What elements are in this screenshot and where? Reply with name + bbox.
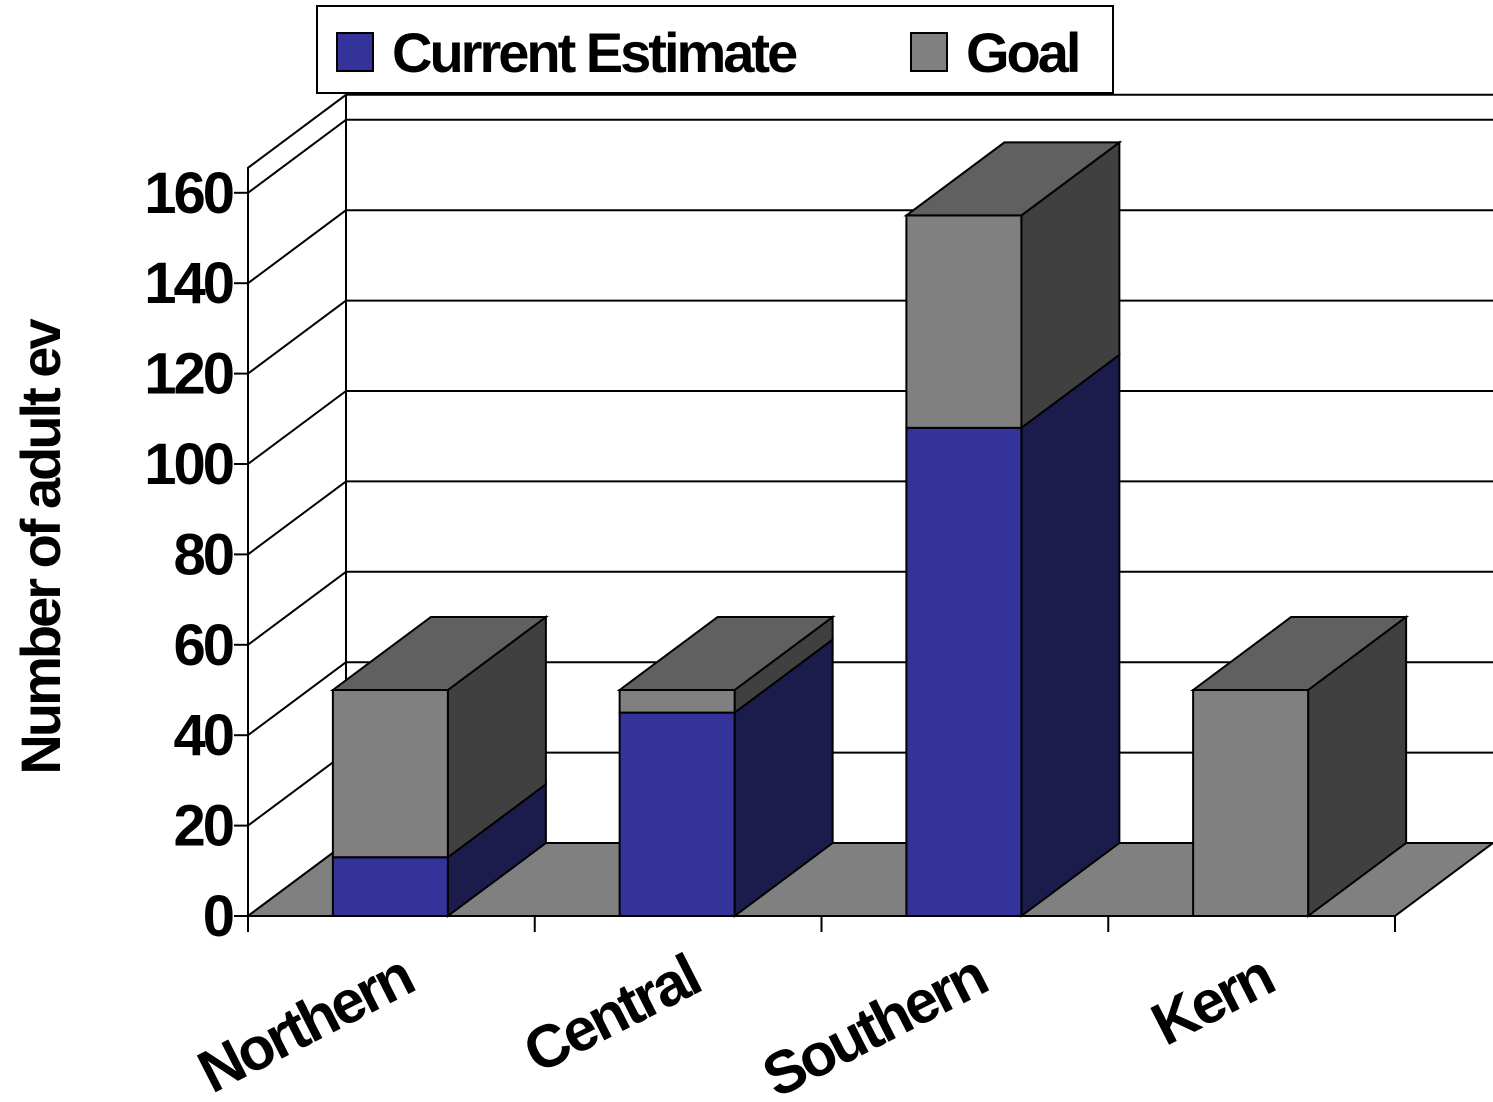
bar-current-estimate-southern — [905, 426, 1023, 917]
legend-swatch-current-estimate — [336, 32, 374, 72]
y-tick-label: 140 — [144, 251, 233, 316]
bar-top-northern — [329, 616, 549, 691]
bar-goal-central — [618, 689, 736, 714]
y-tick-label: 120 — [144, 342, 233, 407]
axes — [234, 167, 1396, 932]
y-tick-label: 60 — [173, 613, 232, 678]
gridline-side — [247, 118, 347, 194]
bar-group-southern — [903, 140, 1123, 918]
chart-walls — [247, 92, 347, 918]
gridline-side — [247, 390, 347, 465]
bar-group-central — [616, 615, 836, 918]
gridline-side — [247, 570, 347, 646]
y-tick-label: 160 — [144, 161, 233, 226]
bar-top-kern — [1190, 616, 1410, 691]
gridline-side — [247, 480, 347, 556]
bar-current-estimate-northern — [331, 856, 449, 917]
legend: Current Estimate Goal — [316, 5, 1114, 94]
bar-side-current-estimate-southern — [1020, 352, 1121, 918]
y-tick-label: 100 — [144, 432, 233, 497]
bar-current-estimate-central — [618, 711, 736, 917]
x-category-label-central: Central — [513, 942, 709, 1086]
gridline-side — [247, 751, 347, 827]
y-tick-label: 40 — [173, 703, 232, 768]
y-tick-label: 20 — [173, 794, 232, 859]
legend-swatch-goal — [910, 32, 948, 72]
x-category-labels: Northern Central Southern Kern — [188, 942, 1283, 1102]
legend-label-current-estimate: Current Estimate — [392, 21, 797, 84]
bar-goal-southern — [905, 214, 1023, 429]
y-tick-label: 80 — [173, 522, 232, 587]
gridline-side — [247, 209, 347, 285]
legend-label-goal: Goal — [966, 21, 1078, 84]
gridline-side — [247, 299, 347, 375]
bar-top-central — [616, 616, 836, 691]
bar-goal-kern — [1192, 689, 1310, 917]
y-tick-label: 0 — [203, 884, 233, 949]
left-wall — [247, 92, 347, 918]
gridline-side — [247, 661, 347, 737]
legend-box — [316, 5, 1114, 94]
x-category-label-southern: Southern — [752, 942, 996, 1102]
bar-group-kern — [1190, 615, 1410, 918]
x-category-label-northern: Northern — [188, 942, 423, 1102]
bar-top-southern — [903, 141, 1123, 217]
bar-group-northern — [329, 615, 549, 918]
x-category-label-kern: Kern — [1141, 942, 1283, 1058]
y-tick-labels: 0 20 40 60 80 100 120 140 160 — [144, 161, 236, 949]
y-axis-label: Number of adult ev — [9, 319, 72, 775]
bar-goal-northern — [331, 689, 449, 859]
bars — [329, 140, 1410, 918]
